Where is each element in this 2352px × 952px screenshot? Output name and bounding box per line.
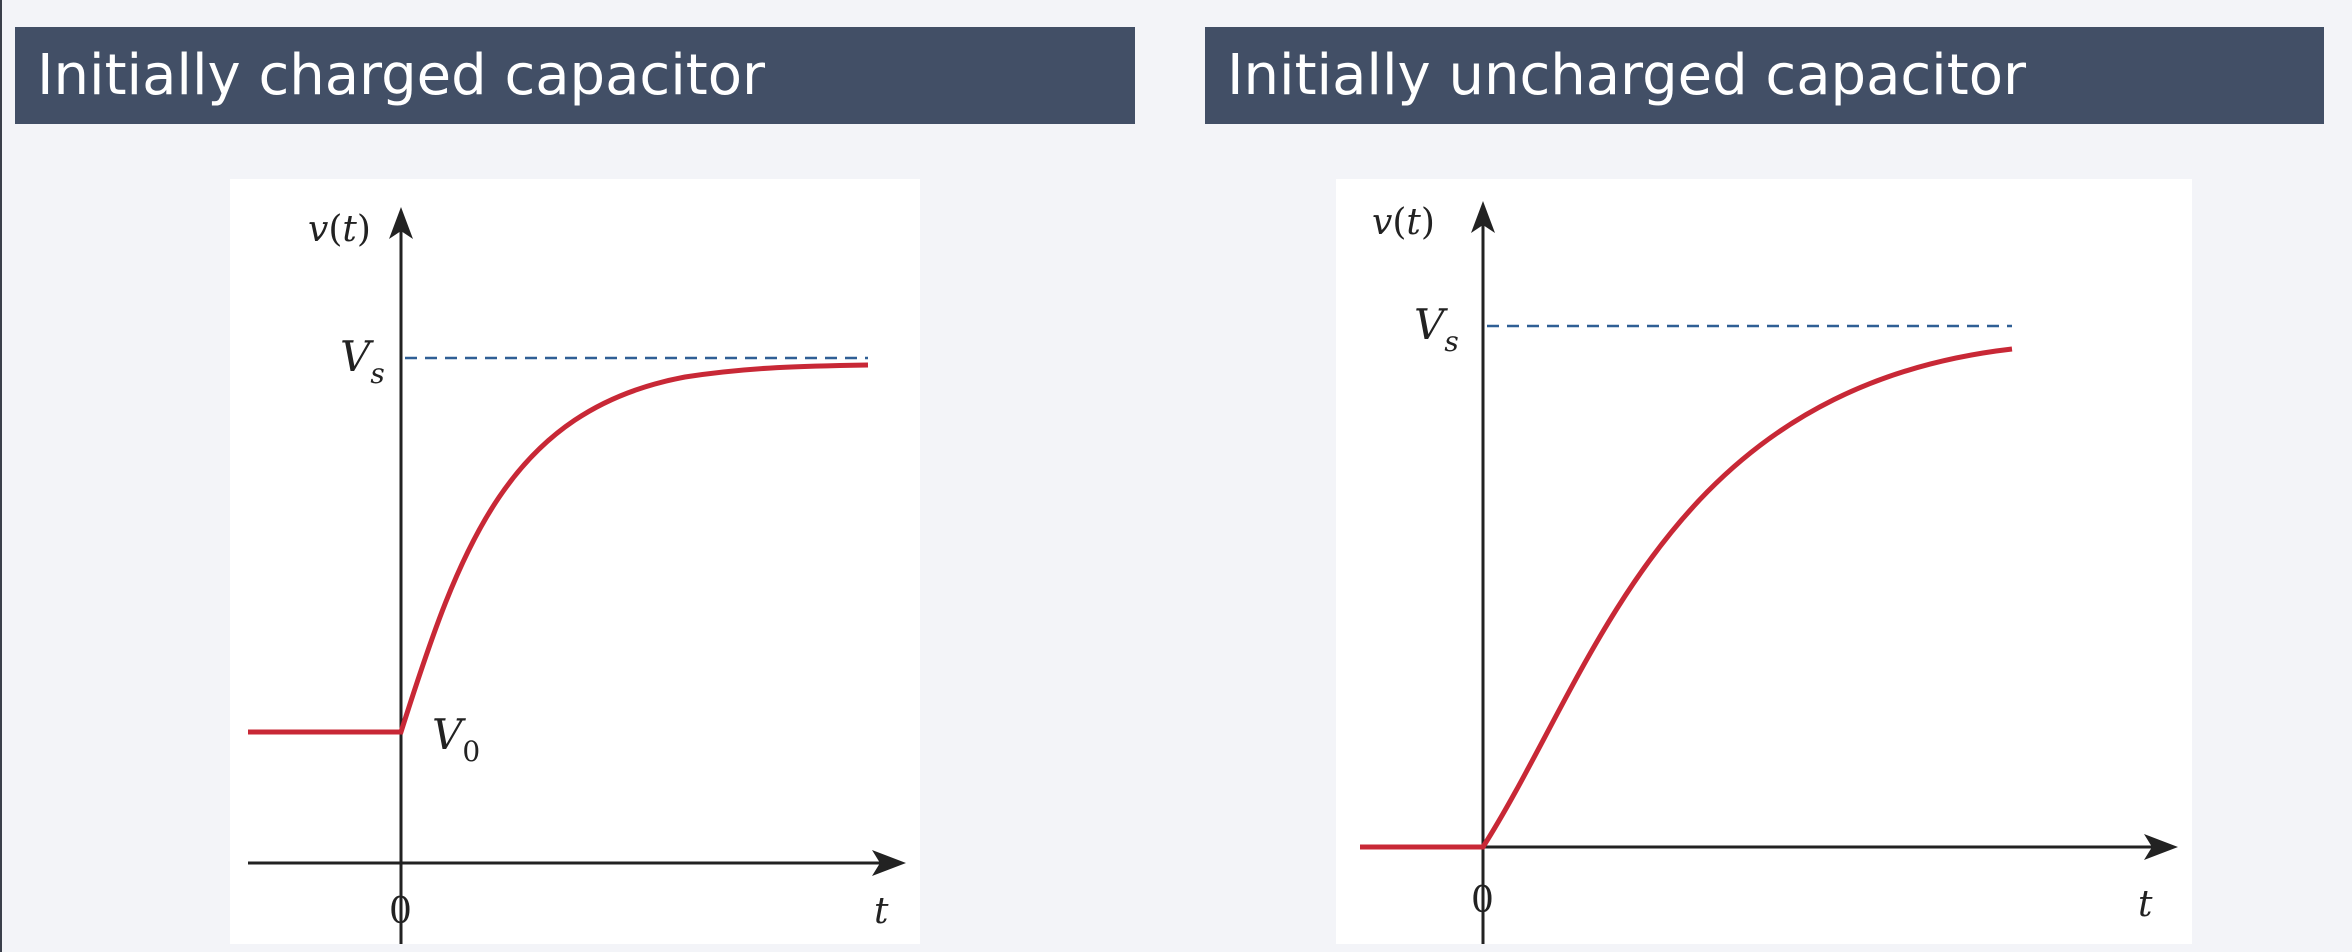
svg-text:V0: V0 [432,710,480,768]
y-axis-label-t: t [342,209,357,250]
x-axis-label: t [2138,884,2153,925]
panel-header-uncharged: Initially uncharged capacitor [1205,27,2324,124]
y-axis-label-v: v [308,209,328,250]
graph-svg: v(t) Vs 0 t [1360,201,2178,944]
panel-title: Initially charged capacitor [37,43,765,108]
vs-label-main: V [1414,300,1448,349]
origin-label: 0 [1471,880,1494,921]
y-axis-label-paren-close: ) [357,209,371,250]
vs-label-sub: s [370,357,384,390]
voltage-curve [248,362,869,735]
y-axis-arrowhead [1471,201,1495,233]
origin-label: 0 [389,891,412,932]
x-axis-arrowhead [2144,834,2178,860]
y-axis-label-paren-open: ( [1392,202,1406,243]
x-axis-arrowhead [872,850,906,876]
svg-text:v(t): v(t) [1372,202,1435,243]
svg-text:Vs: Vs [340,332,385,390]
y-axis-label-v: v [1372,202,1392,243]
x-axis-label: t [874,891,889,932]
uncharged-capacitor-graph: v(t) Vs 0 t [1336,179,2192,944]
graph-svg: v(t) Vs V0 0 t [248,207,906,944]
charged-capacitor-graph: v(t) Vs V0 0 t [230,179,920,944]
y-axis-label-paren-close: ) [1421,202,1435,243]
panel-title: Initially uncharged capacitor [1227,43,2026,108]
v0-label-sub: 0 [462,735,480,768]
y-axis-label-t: t [1406,202,1421,243]
svg-text:v(t): v(t) [308,209,371,250]
y-axis-arrowhead [389,207,413,239]
svg-text:Vs: Vs [1414,300,1459,358]
vs-label-sub: s [1444,325,1458,358]
panel-header-charged: Initially charged capacitor [15,27,1135,124]
y-axis-label-paren-open: ( [328,209,342,250]
vs-label-main: V [340,332,374,381]
voltage-curve [1360,346,2013,850]
v0-label-main: V [432,710,466,759]
left-border [0,0,2,952]
